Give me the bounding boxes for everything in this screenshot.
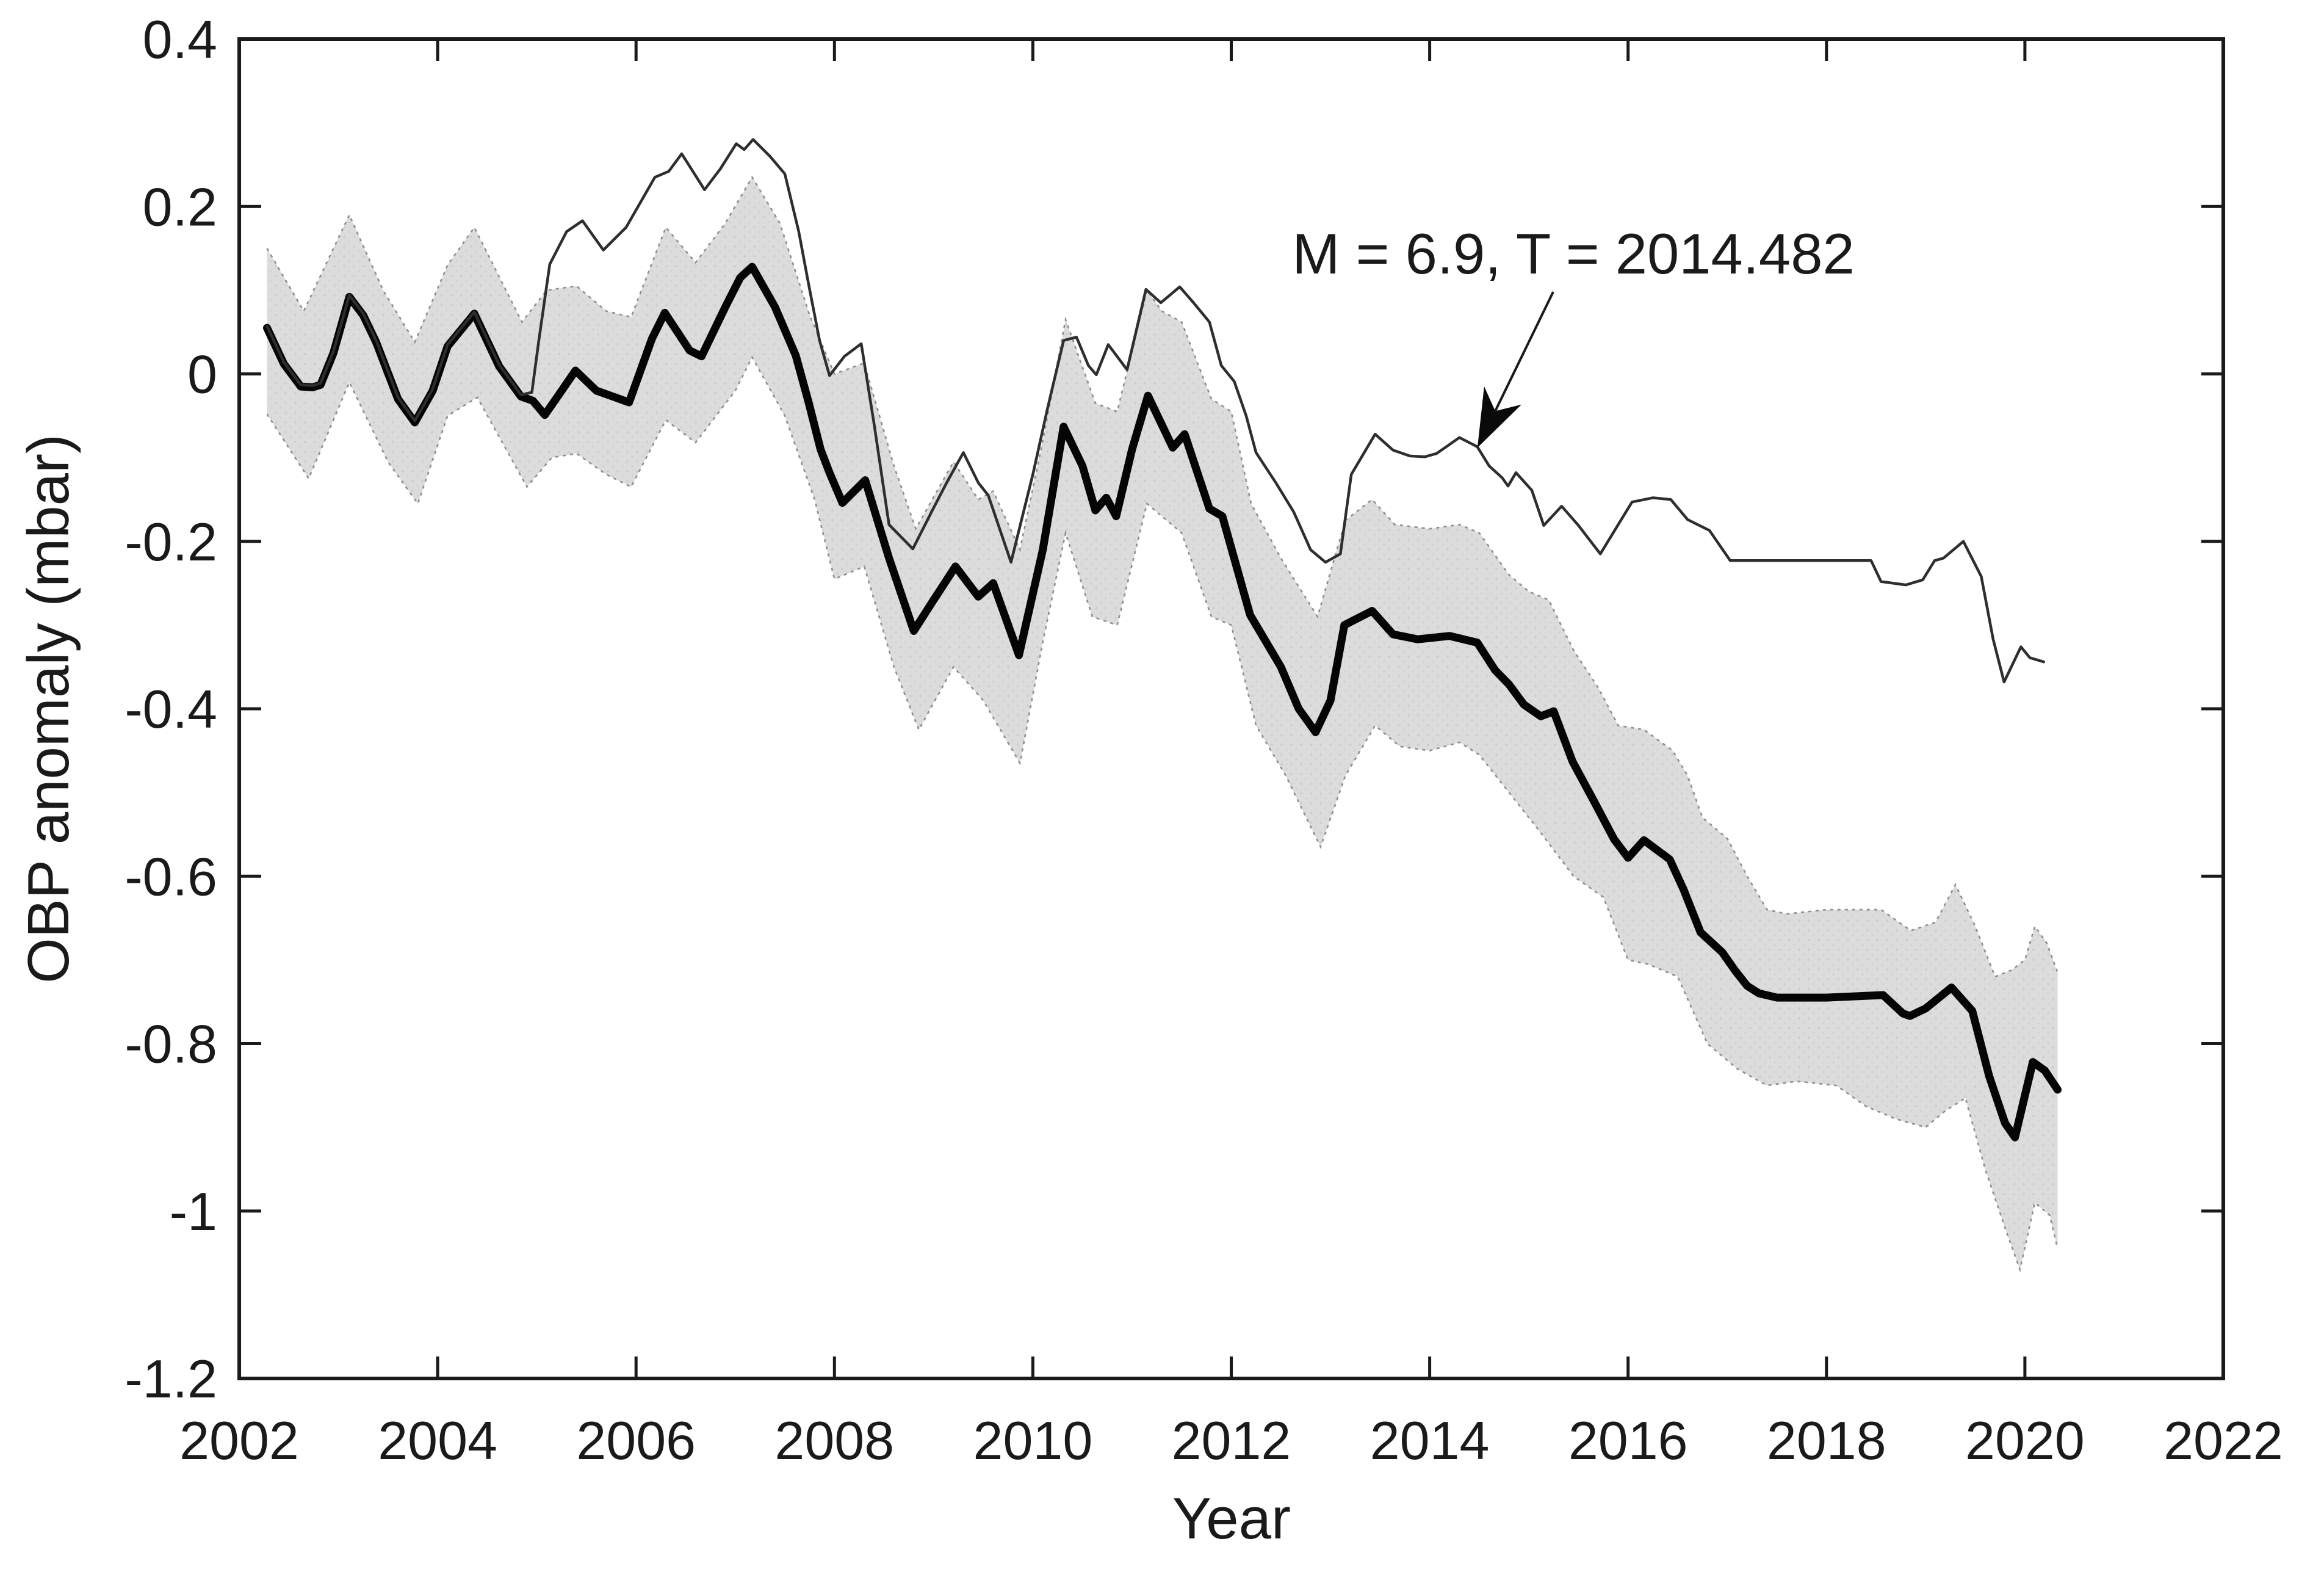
uncertainty-band (267, 177, 2058, 1270)
x-tick-label: 2014 (1370, 1410, 1490, 1471)
y-tick-label: -0.2 (125, 512, 217, 572)
x-tick-label: 2010 (973, 1410, 1093, 1471)
x-tick-label: 2004 (378, 1410, 497, 1471)
x-tick-label: 2022 (2163, 1410, 2283, 1471)
x-tick-label: 2008 (774, 1410, 894, 1471)
thin-obp-line (265, 138, 2046, 684)
y-tick-label: -0.6 (125, 846, 217, 907)
x-tick-label: 2020 (1965, 1410, 2085, 1471)
y-axis-label: OBP anomaly (mbar) (16, 434, 81, 983)
uncertainty-band-lower-edge (266, 355, 2059, 1273)
x-tick-label: 2016 (1568, 1410, 1688, 1471)
thick-obp-line (263, 263, 2062, 1142)
x-tick-label: 2002 (179, 1410, 299, 1471)
x-tick-label: 2012 (1172, 1410, 1291, 1471)
y-tick-label: 0 (187, 344, 217, 405)
y-tick-label: -1.2 (125, 1349, 217, 1409)
x-tick-label: 2018 (1767, 1410, 1886, 1471)
y-tick-label: 0.4 (143, 9, 217, 70)
x-tick-label: 2006 (576, 1410, 696, 1471)
annotation-label: M = 6.9, T = 2014.482 (1292, 222, 1855, 286)
annotation-arrow-line (1494, 291, 1554, 412)
y-tick-label: -0.4 (125, 679, 217, 739)
plot-box (237, 37, 2225, 1380)
x-axis-label: Year (1172, 1486, 1291, 1551)
y-tick-label: -0.8 (125, 1014, 217, 1074)
y-tick-label: -1 (170, 1181, 217, 1242)
uncertainty-band-upper-edge (266, 175, 2059, 978)
y-tick-label: 0.2 (143, 176, 217, 237)
annotation-arrowhead-icon (1477, 386, 1522, 448)
